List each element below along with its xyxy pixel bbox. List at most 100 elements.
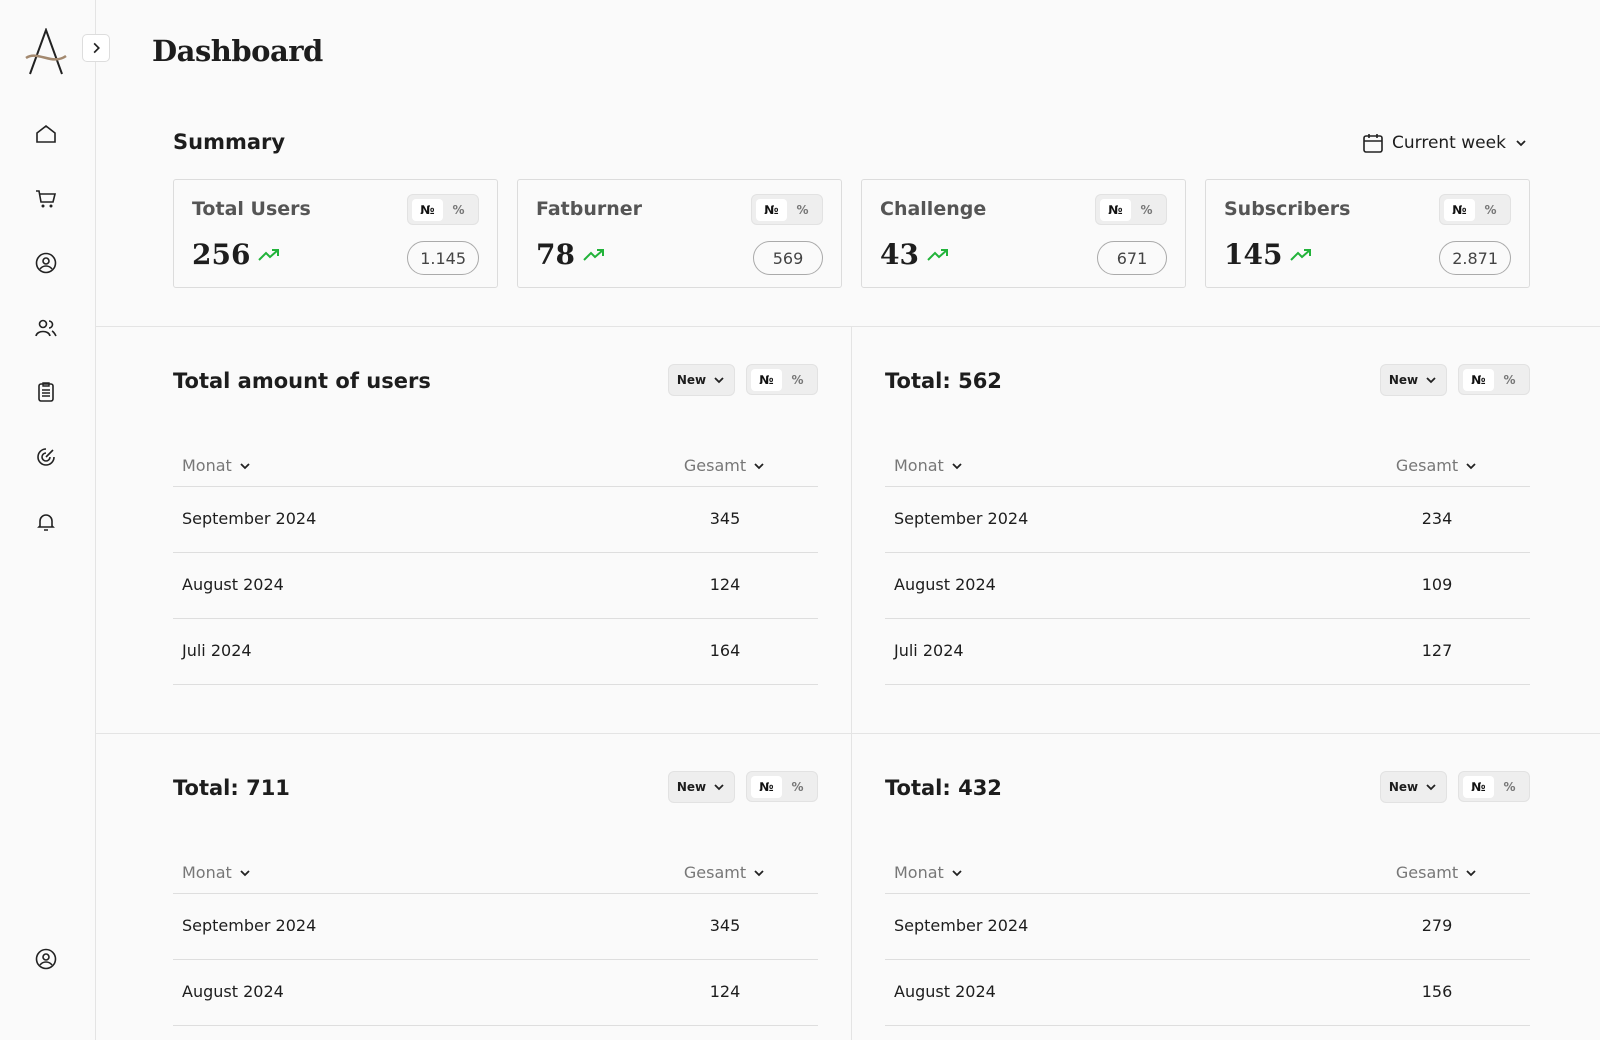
- month-cell: Juli 2024: [182, 641, 252, 660]
- total-cell: 345: [709, 916, 741, 935]
- column-header[interactable]: Monat: [894, 456, 964, 475]
- card-total: 569: [753, 241, 823, 275]
- toggle-option[interactable]: №: [756, 198, 787, 221]
- cart-icon[interactable]: [34, 187, 58, 211]
- month-cell: September 2024: [894, 916, 1029, 935]
- unit-toggle[interactable]: №%: [407, 194, 479, 225]
- toggle-option[interactable]: %: [1503, 779, 1516, 794]
- month-cell: August 2024: [182, 575, 284, 594]
- trend-up-icon: [583, 248, 604, 261]
- chevron-down: [754, 869, 764, 876]
- card-value: 78: [536, 238, 605, 271]
- toggle-option[interactable]: %: [1484, 202, 1497, 217]
- collapse-button[interactable]: [82, 34, 110, 62]
- toggle-option[interactable]: №: [412, 198, 443, 221]
- logo[interactable]: [24, 28, 68, 76]
- column-header[interactable]: Gesamt: [645, 456, 805, 475]
- column-label[interactable]: Gesamt: [683, 863, 747, 882]
- filter-select[interactable]: New: [1380, 364, 1447, 396]
- column-label[interactable]: Monat: [182, 456, 232, 475]
- column-label[interactable]: Gesamt: [1395, 456, 1459, 475]
- toggle-option[interactable]: №: [1100, 198, 1131, 221]
- summary-card: Total Users №% 256 1.145: [173, 179, 498, 288]
- divider: [96, 326, 1600, 327]
- toggle-option[interactable]: %: [452, 202, 465, 217]
- toggle-option[interactable]: №: [1463, 368, 1494, 391]
- toggle-option[interactable]: %: [791, 372, 804, 387]
- unit-toggle[interactable]: №%: [1458, 364, 1530, 395]
- toggle-option[interactable]: №: [751, 775, 782, 798]
- panel-title: Total: 432: [885, 776, 1002, 800]
- column-label[interactable]: Monat: [182, 863, 232, 882]
- toggle-option[interactable]: №: [1463, 775, 1494, 798]
- toggle-option[interactable]: %: [796, 202, 809, 217]
- summary-card: Challenge №% 43 671: [861, 179, 1186, 288]
- toggle-option[interactable]: %: [791, 779, 804, 794]
- column-header[interactable]: Monat: [182, 456, 252, 475]
- table-row: September 2024 234: [885, 487, 1530, 553]
- period-select[interactable]: Current week: [1362, 132, 1528, 154]
- toggle-option[interactable]: %: [1140, 202, 1153, 217]
- value-number: 256: [192, 238, 251, 271]
- card-total: 2.871: [1439, 241, 1511, 275]
- column-label[interactable]: Monat: [894, 863, 944, 882]
- month-cell: September 2024: [894, 509, 1029, 528]
- summary-card: Fatburner №% 78 569: [517, 179, 842, 288]
- toggle-option[interactable]: №: [1444, 198, 1475, 221]
- unit-toggle[interactable]: №%: [746, 364, 818, 395]
- month-cell: Juli 2024: [894, 641, 964, 660]
- column-header[interactable]: Gesamt: [645, 863, 805, 882]
- account-icon[interactable]: [34, 947, 58, 971]
- unit-toggle[interactable]: №%: [751, 194, 823, 225]
- chevron-down: [1516, 140, 1526, 147]
- toggle-option[interactable]: №: [751, 368, 782, 391]
- unit-toggle[interactable]: №%: [746, 771, 818, 802]
- card-title: Challenge: [880, 198, 987, 220]
- chevron-down: [952, 462, 962, 469]
- unit-toggle[interactable]: №%: [1458, 771, 1530, 802]
- filter-select[interactable]: New: [1380, 771, 1447, 803]
- trend-up-icon: [1290, 248, 1312, 261]
- chevron-down: [714, 784, 724, 791]
- value-number: 78: [536, 238, 575, 271]
- goals-icon[interactable]: [34, 445, 58, 469]
- chevron-down: [240, 869, 250, 876]
- trend-up-icon: [258, 248, 280, 261]
- home-icon[interactable]: [34, 122, 58, 146]
- total-cell: 124: [709, 575, 741, 594]
- month-cell: August 2024: [182, 982, 284, 1001]
- table-row: September 2024 345: [173, 894, 818, 960]
- profile-icon[interactable]: [34, 251, 58, 275]
- summary-card: Subscribers №% 145 2.871: [1205, 179, 1530, 288]
- clipboard-icon[interactable]: [34, 380, 58, 404]
- column-header[interactable]: Monat: [894, 863, 964, 882]
- unit-toggle[interactable]: №%: [1095, 194, 1167, 225]
- chevron-down: [1426, 784, 1436, 791]
- column-label[interactable]: Gesamt: [1395, 863, 1459, 882]
- table-panel: Total amount of users New №% Monat Gesamt Sep…: [173, 326, 818, 733]
- column-header[interactable]: Gesamt: [1357, 456, 1517, 475]
- month-cell: September 2024: [182, 509, 317, 528]
- column-label[interactable]: Gesamt: [683, 456, 747, 475]
- card-value: 145: [1224, 238, 1312, 271]
- total-cell: 127: [1421, 641, 1453, 660]
- users-icon[interactable]: [34, 316, 58, 340]
- table-row: Juli 2024 127: [885, 619, 1530, 685]
- filter-select[interactable]: New: [668, 364, 735, 396]
- bell-icon[interactable]: [34, 510, 58, 534]
- table-panel: Total: 711 New №% Monat Gesamt September 2024…: [173, 733, 818, 1040]
- column-label[interactable]: Monat: [894, 456, 944, 475]
- unit-toggle[interactable]: №%: [1439, 194, 1511, 225]
- column-header[interactable]: Gesamt: [1357, 863, 1517, 882]
- column-header[interactable]: Monat: [182, 863, 252, 882]
- total-cell: 124: [709, 982, 741, 1001]
- table-row: September 2024 345: [173, 487, 818, 553]
- card-value: 43: [880, 238, 949, 271]
- table-row: August 2024 124: [173, 960, 818, 1026]
- summary-title: Summary: [173, 130, 286, 154]
- chevron-down: [1426, 377, 1436, 384]
- total-cell: 345: [709, 509, 741, 528]
- toggle-option[interactable]: %: [1503, 372, 1516, 387]
- filter-select[interactable]: New: [668, 771, 735, 803]
